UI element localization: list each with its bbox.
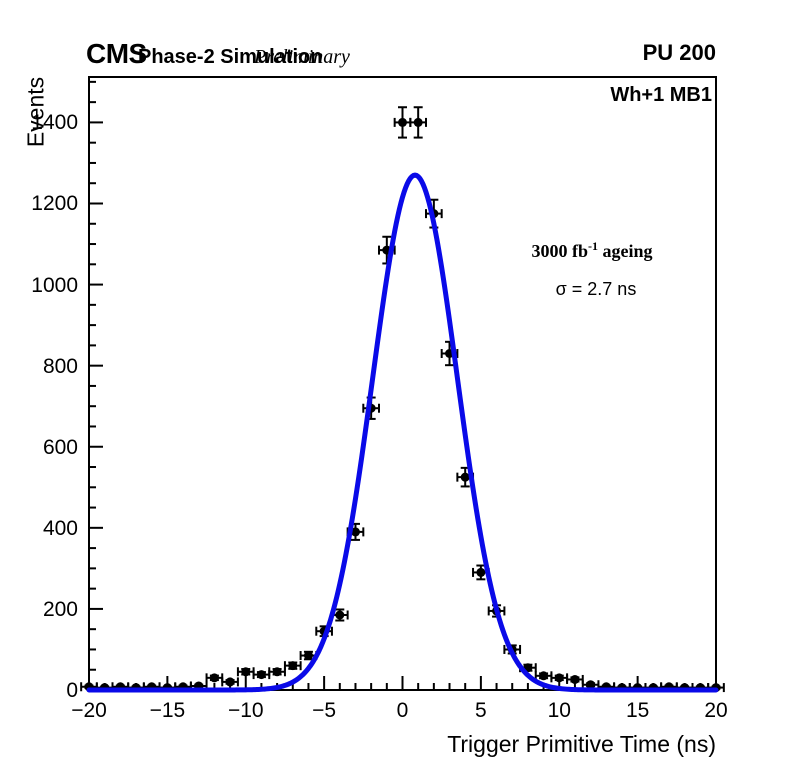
data-point	[256, 670, 266, 680]
data-point	[272, 667, 282, 677]
x-tick-label: −5	[312, 699, 337, 722]
plot-frame	[88, 76, 717, 691]
x-tick-label: 20	[704, 699, 728, 722]
ageing-prefix: 3000 fb	[531, 241, 588, 261]
y-tick-label: 1400	[31, 111, 78, 135]
x-axis-title: Trigger Primitive Time (ns)	[447, 731, 716, 757]
y-tick-label: 0	[66, 679, 78, 702]
data-point	[460, 472, 470, 482]
ageing-annotation: 3000 fb-1 ageing	[531, 240, 652, 260]
chamber-label: Wh+1 MB1	[610, 84, 712, 106]
data-point	[335, 610, 345, 620]
data-point	[303, 651, 313, 661]
x-tick-label: −10	[227, 699, 264, 722]
data-point	[570, 674, 580, 684]
data-point	[539, 671, 549, 681]
experiment-subtitle: Phase-2 Simulation	[138, 46, 323, 68]
preliminary-label: Preliminary	[254, 46, 350, 68]
sigma-annotation: σ = 2.7 ns	[555, 279, 637, 299]
x-tick-label: 5	[475, 699, 487, 722]
data-point	[398, 117, 407, 127]
y-tick-label: 1200	[31, 192, 78, 216]
data-point	[225, 677, 235, 687]
data-point	[586, 680, 596, 690]
data-point	[350, 527, 360, 537]
y-tick-label: 600	[42, 435, 78, 459]
ageing-exponent: -1	[588, 239, 598, 253]
x-tick-label: −20	[71, 699, 107, 722]
pileup-label: PU 200	[642, 40, 716, 65]
y-tick-label: 200	[42, 597, 78, 621]
y-tick-label: 1000	[31, 273, 78, 297]
y-tick-label: 800	[42, 354, 78, 378]
gaussian-fit-curve	[86, 172, 719, 693]
data-point	[476, 567, 486, 577]
y-tick-label: 400	[42, 516, 78, 540]
x-tick-label: −15	[149, 699, 186, 722]
data-point	[413, 117, 423, 127]
x-tick-label: 15	[625, 699, 650, 722]
data-point	[241, 667, 251, 677]
data-point	[288, 661, 298, 671]
data-point	[554, 673, 564, 683]
data-point	[209, 673, 219, 683]
ageing-suffix: ageing	[598, 241, 653, 261]
x-tick-label: 10	[547, 699, 571, 722]
x-tick-label: 0	[396, 699, 409, 722]
cms-logo-label: CMS	[86, 38, 147, 69]
